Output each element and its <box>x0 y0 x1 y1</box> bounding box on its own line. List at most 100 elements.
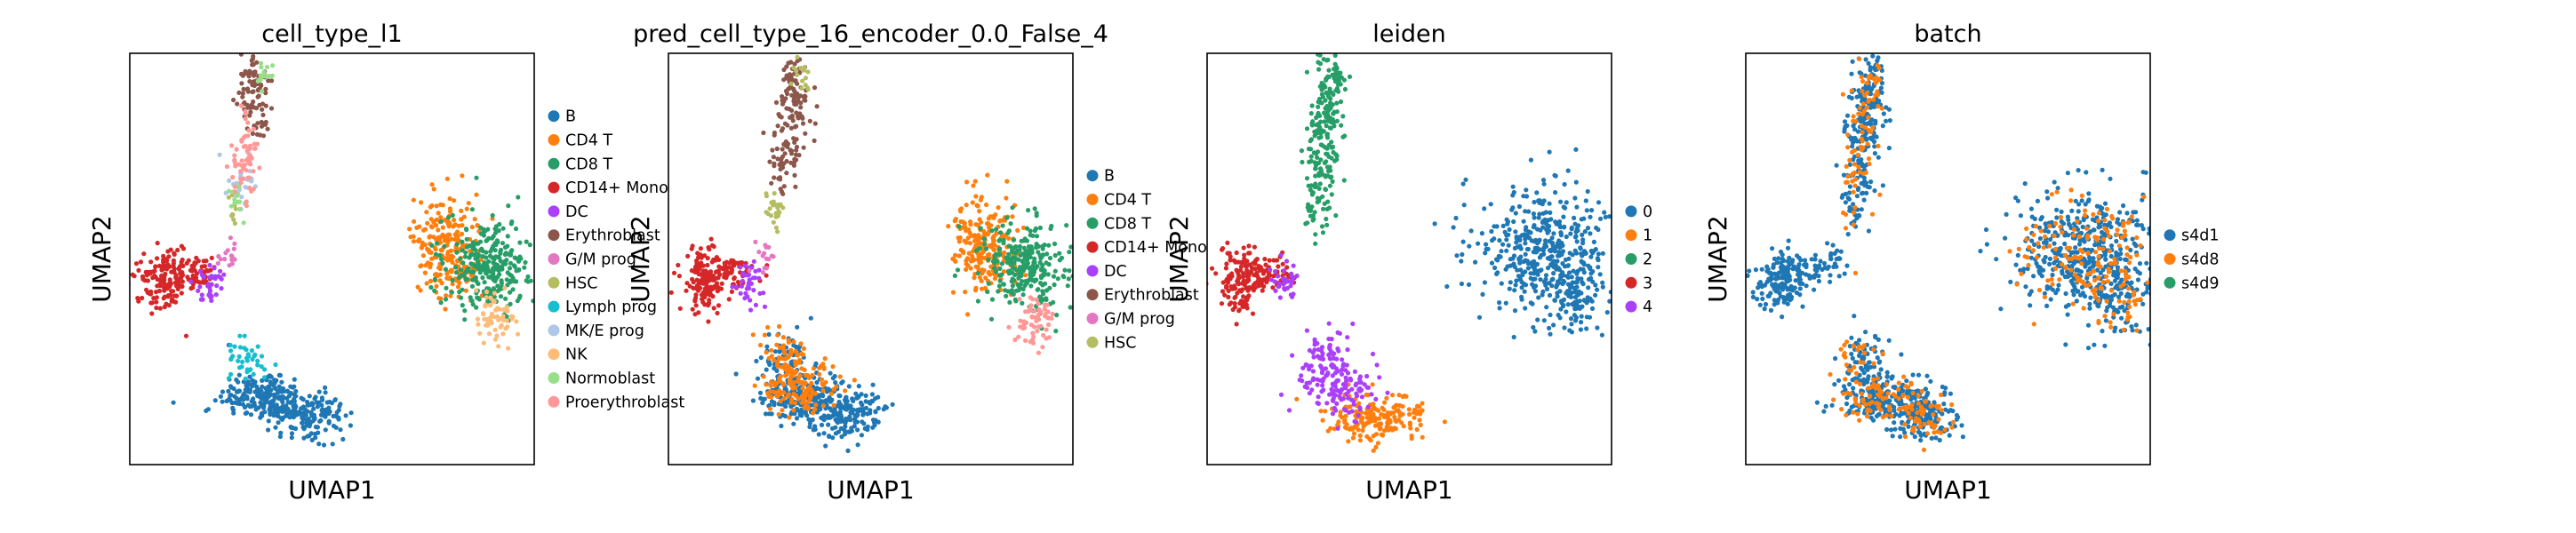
data-point <box>750 332 756 338</box>
data-point <box>1406 407 1412 412</box>
data-point <box>207 288 213 293</box>
data-point <box>1497 238 1502 243</box>
data-point <box>1391 410 1396 416</box>
data-point <box>510 287 516 292</box>
data-point <box>772 130 778 136</box>
data-point <box>252 352 258 357</box>
data-point <box>1258 265 1263 270</box>
data-point <box>1013 244 1019 250</box>
data-point <box>443 266 448 272</box>
data-point <box>684 281 690 286</box>
data-point <box>1556 313 1561 318</box>
data-point <box>1012 337 1018 343</box>
data-point <box>304 420 309 426</box>
data-point <box>1535 317 1540 322</box>
data-point <box>953 252 958 258</box>
data-point <box>440 260 445 266</box>
data-point <box>715 310 720 316</box>
data-point <box>1031 259 1036 265</box>
data-point <box>266 427 271 433</box>
data-point <box>1037 225 1043 231</box>
data-point <box>730 284 735 290</box>
data-point <box>1593 247 1598 252</box>
data-point <box>974 248 980 253</box>
data-point <box>2037 235 2043 242</box>
data-point <box>1329 391 1334 397</box>
data-point <box>950 290 956 295</box>
data-point <box>449 269 454 274</box>
data-point <box>716 257 722 262</box>
x-axis-label: UMAP1 <box>827 475 915 505</box>
data-point <box>1300 159 1305 165</box>
data-point <box>419 263 424 268</box>
data-point <box>1032 228 1037 234</box>
data-point <box>764 367 769 372</box>
data-point <box>147 290 152 296</box>
data-point <box>495 283 500 289</box>
legend-entry: DC <box>548 203 588 221</box>
data-point <box>2054 215 2060 220</box>
data-point <box>311 412 316 418</box>
data-point <box>781 67 787 73</box>
data-point <box>152 273 157 279</box>
data-point <box>812 85 818 91</box>
data-point <box>1593 292 1598 298</box>
data-point <box>1308 137 1314 142</box>
data-point <box>692 312 698 317</box>
data-point <box>1541 181 1547 187</box>
data-point <box>1274 258 1280 263</box>
legend-entry: G/M prog <box>1086 311 1175 329</box>
data-point <box>1038 266 1044 272</box>
data-point <box>2018 213 2023 219</box>
data-point <box>782 367 788 372</box>
data-point <box>2015 198 2020 203</box>
data-point <box>799 379 805 385</box>
data-point <box>484 295 489 300</box>
data-point <box>788 352 794 357</box>
data-point <box>1313 241 1318 246</box>
legend-marker <box>1086 170 1099 182</box>
data-point <box>1348 378 1354 383</box>
data-point <box>420 240 425 245</box>
data-point <box>1213 271 1219 276</box>
data-point <box>485 322 491 328</box>
scatter-points <box>668 54 1073 453</box>
data-point <box>796 94 802 99</box>
data-point <box>788 125 794 131</box>
data-point <box>975 270 980 276</box>
data-point <box>1234 250 1239 256</box>
data-point <box>802 367 807 372</box>
data-point <box>469 298 475 304</box>
data-point <box>205 283 211 289</box>
data-point <box>465 267 470 273</box>
data-point <box>1308 111 1314 116</box>
data-point <box>278 430 284 435</box>
data-point <box>775 205 780 211</box>
data-point <box>1516 203 1522 210</box>
data-point <box>281 395 286 401</box>
data-point <box>1043 281 1048 286</box>
data-point <box>216 253 221 259</box>
data-point <box>1538 277 1543 282</box>
data-point <box>2076 209 2081 214</box>
data-point <box>497 221 502 227</box>
data-point <box>1277 295 1283 300</box>
data-point <box>1510 193 1516 198</box>
data-point <box>1522 289 1527 294</box>
data-point <box>407 227 412 232</box>
data-point <box>2091 264 2096 269</box>
data-point <box>1599 332 1604 338</box>
data-point <box>811 410 816 416</box>
legend-label: NK <box>565 346 588 364</box>
data-point <box>1342 418 1348 424</box>
data-point <box>452 198 457 203</box>
data-point <box>1232 295 1237 300</box>
data-point <box>1373 407 1379 412</box>
data-point <box>428 284 434 290</box>
data-point <box>1044 336 1049 341</box>
data-point <box>2069 208 2075 213</box>
data-point <box>1011 237 1016 243</box>
data-point <box>245 120 251 125</box>
data-point <box>714 281 720 286</box>
data-point <box>795 353 800 358</box>
